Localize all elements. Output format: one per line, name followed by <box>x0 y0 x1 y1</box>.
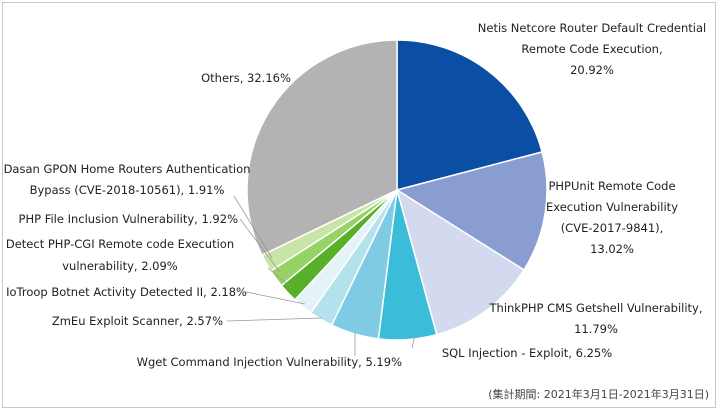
leader-line-phpfile <box>239 218 281 273</box>
leader-line-zmeu <box>226 317 323 322</box>
slice-label-phpunit: PHPUnit Remote Code <box>548 179 675 193</box>
slice-label-phpfile: PHP File Inclusion Vulnerability, 1.92% <box>19 212 239 226</box>
slice-label-phpunit: (CVE-2017-9841), <box>561 221 664 235</box>
leader-line-phpcgi <box>267 267 293 289</box>
slice-label-zmeu: ZmEu Exploit Scanner, 2.57% <box>52 314 223 328</box>
slice-label-others: Others, 32.16% <box>201 71 291 85</box>
pie-slice-phpunit <box>395 151 548 271</box>
slice-label-iotroop: IoTroop Botnet Activity Detected II, 2.1… <box>6 285 247 299</box>
leader-line-dasan <box>233 195 273 259</box>
slice-label-dasan: Dasan GPON Home Routers Authentication <box>4 162 251 176</box>
slice-label-netis: 20.92% <box>570 63 614 77</box>
leader-line-iotroop <box>245 291 306 305</box>
pie-slice-netis <box>396 39 544 191</box>
pie-slice-thinkphp <box>395 188 525 336</box>
slice-labels: Netis Netcore Router Default Credential R… <box>4 21 707 369</box>
slice-label-phpunit: Execution Vulnerability <box>546 200 678 214</box>
slice-label-sql: SQL Injection - Exploit, 6.25% <box>442 346 612 360</box>
slice-label-thinkphp: ThinkPHP CMS Getshell Vulnerability, <box>489 301 703 315</box>
slice-label-wget: Wget Command Injection Vulnerability, 5.… <box>137 355 402 369</box>
slice-label-thinkphp: 11.79% <box>574 322 618 336</box>
slice-label-phpcgi: vulnerability, 2.09% <box>62 259 178 273</box>
pie-slices <box>246 39 548 341</box>
slice-label-netis: Remote Code Execution, <box>521 42 662 56</box>
slice-label-dasan: Bypass (CVE-2018-10561), 1.91% <box>30 183 225 197</box>
leader-line-sql <box>411 334 416 349</box>
slice-label-phpunit: 13.02% <box>590 242 634 256</box>
slice-label-netis: Netis Netcore Router Default Credential <box>478 21 706 35</box>
pie-slice-others <box>246 39 398 257</box>
date-range-footnote: (集計期間: 2021年3月1日-2021年3月31日) <box>488 387 709 401</box>
leader-lines <box>226 195 416 356</box>
slice-label-phpcgi: Detect PHP-CGI Remote code Execution <box>6 237 234 251</box>
